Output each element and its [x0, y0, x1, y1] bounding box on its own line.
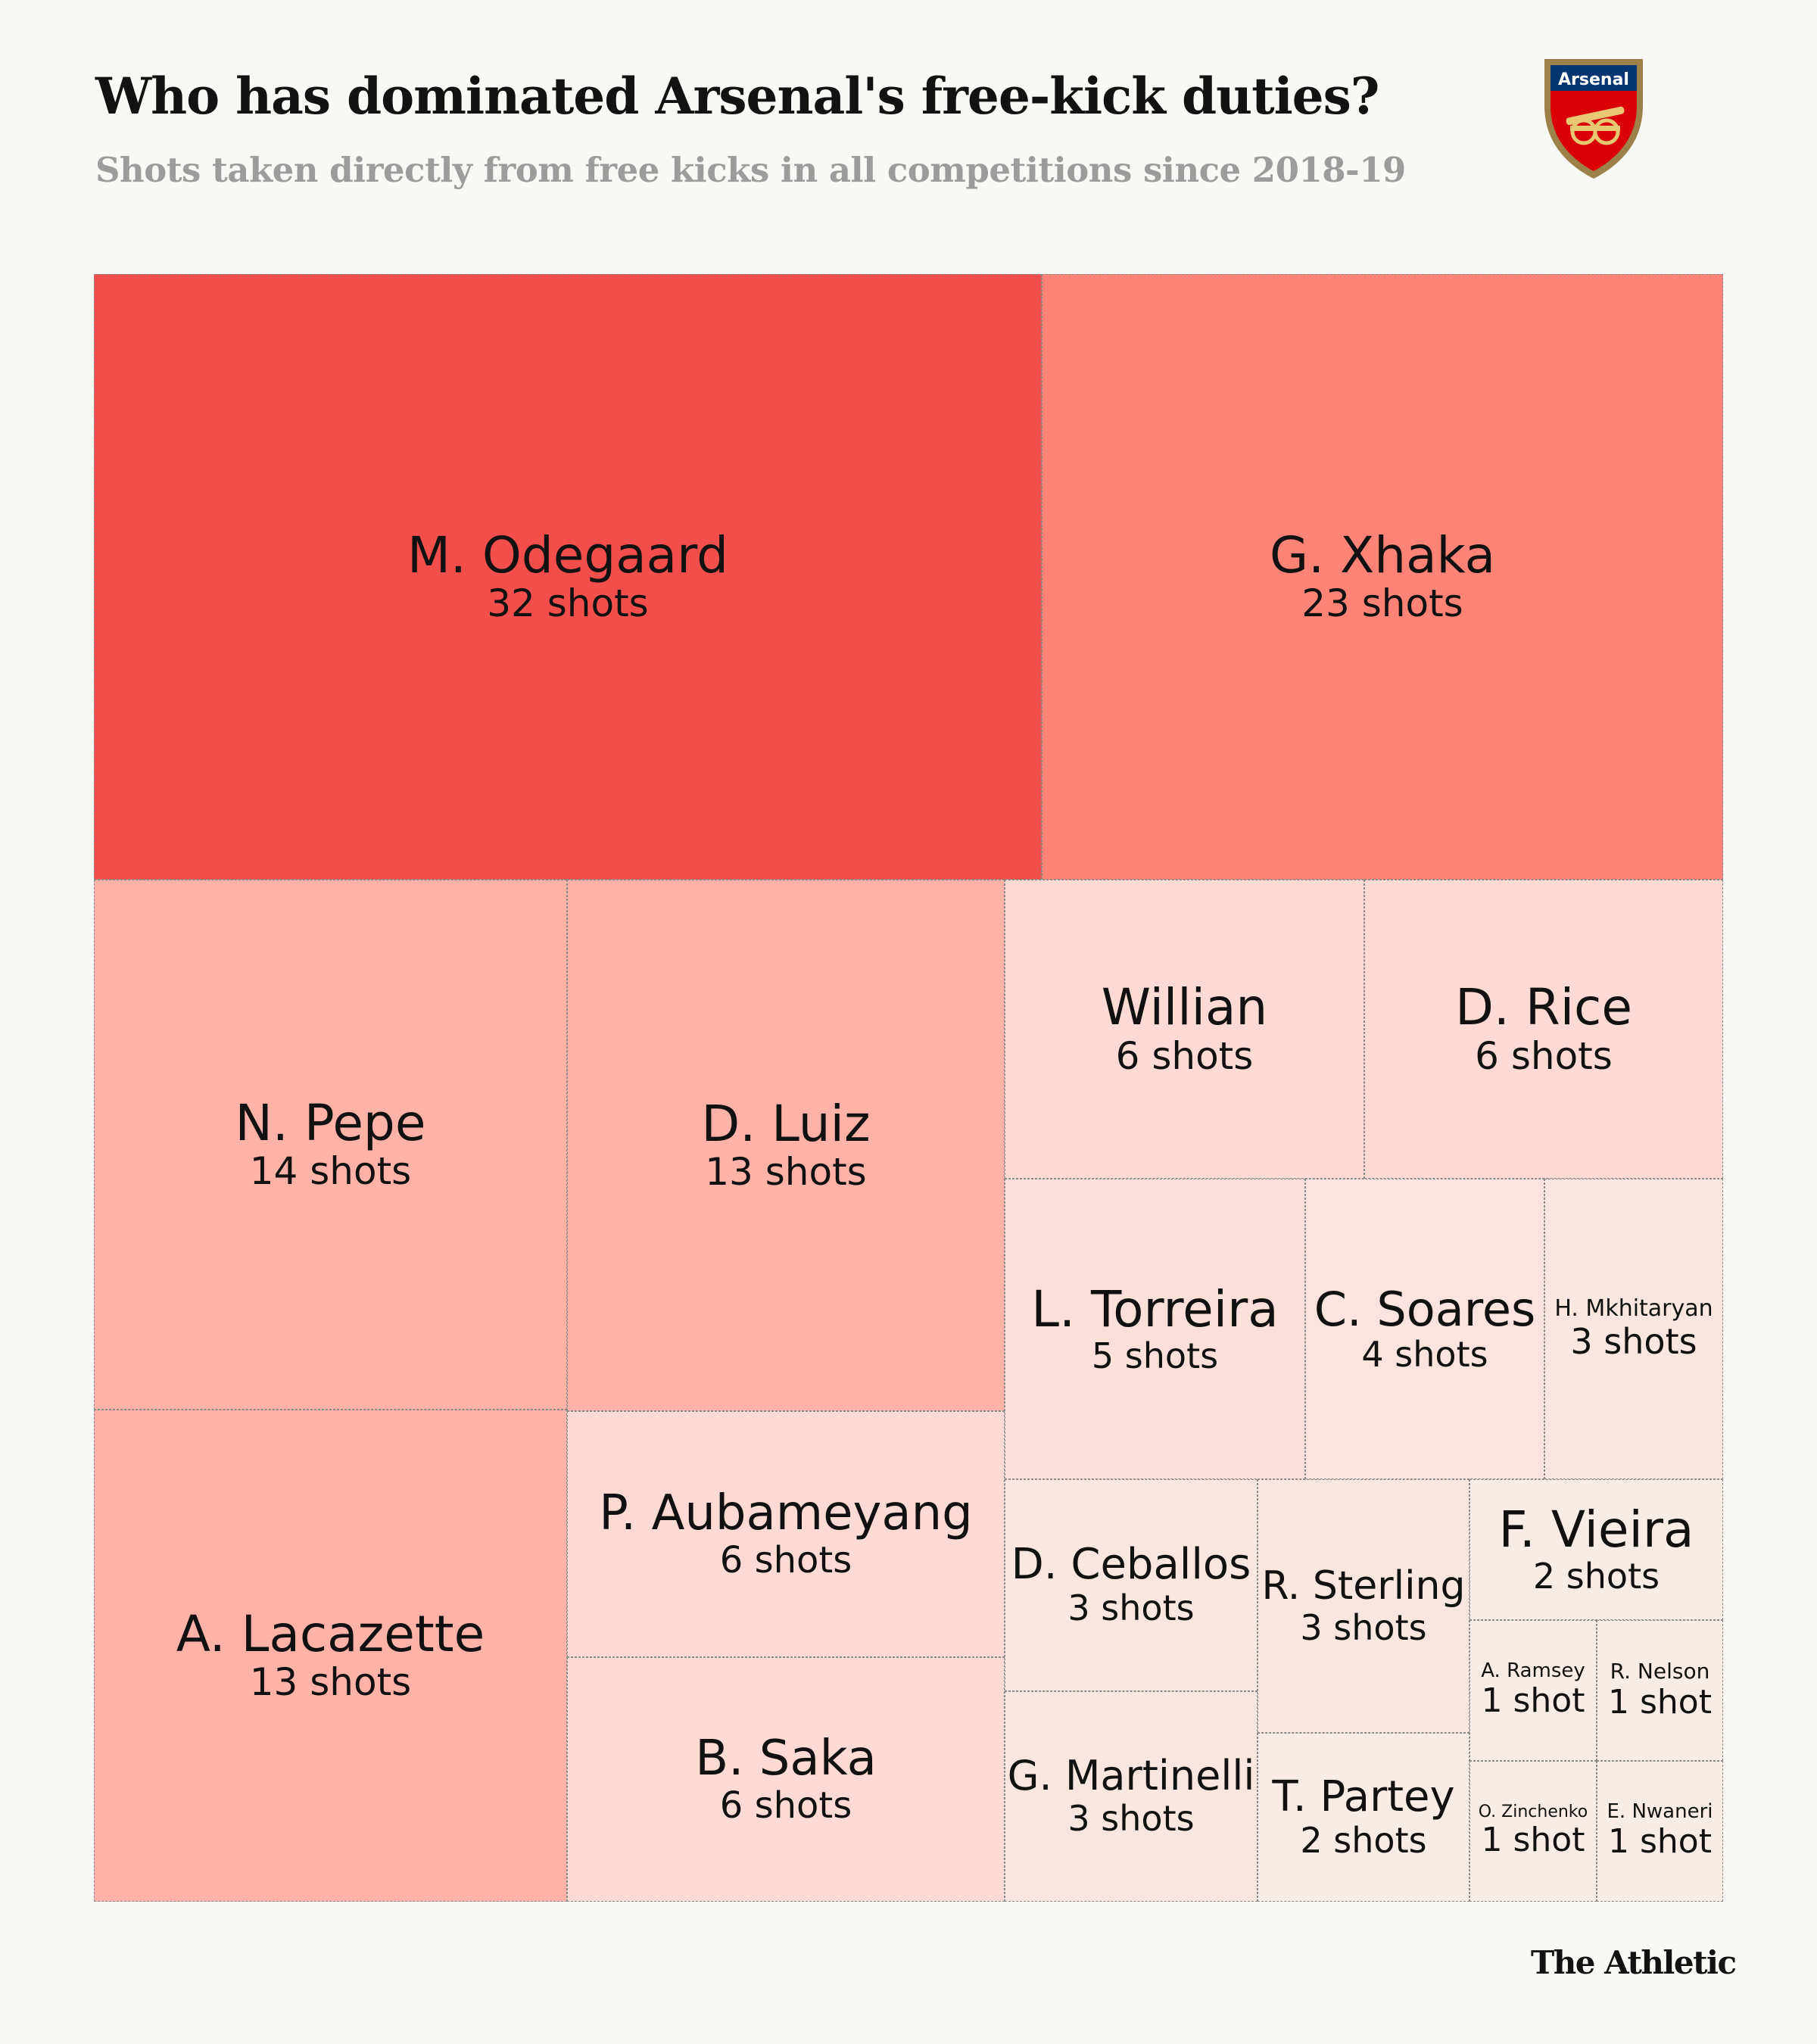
cell-player-name: A. Ramsey [1481, 1659, 1585, 1683]
cell-shot-count: 3 shots [1570, 1320, 1697, 1362]
treemap-cell: R. Sterling 3 shots [1258, 1479, 1469, 1733]
cell-player-name: C. Soares [1314, 1281, 1536, 1337]
cell-player-name: Willian [1101, 978, 1268, 1037]
cell-shot-count: 2 shots [1532, 1556, 1660, 1597]
cell-player-name: R. Nelson [1610, 1659, 1710, 1684]
cell-shot-count: 3 shots [1067, 1798, 1195, 1840]
treemap-cell: G. Xhaka 23 shots [1042, 274, 1723, 880]
cell-shot-count: 1 shot [1608, 1822, 1712, 1862]
treemap-cell: P. Aubameyang 6 shots [567, 1411, 1005, 1657]
treemap-cell: L. Torreira 5 shots [1005, 1179, 1305, 1479]
cell-shot-count: 32 shots [487, 581, 649, 626]
cell-shot-count: 3 shots [1067, 1588, 1195, 1629]
cell-shot-count: 3 shots [1300, 1606, 1427, 1648]
cell-player-name: D. Ceballos [1011, 1540, 1251, 1590]
cell-shot-count: 5 shots [1091, 1335, 1219, 1376]
cell-player-name: O. Zinchenko [1478, 1803, 1588, 1822]
cell-player-name: R. Sterling [1261, 1563, 1466, 1609]
cell-player-name: D. Luiz [701, 1094, 871, 1153]
brand-logo: The Athletic [1531, 1944, 1737, 1981]
cell-shot-count: 1 shot [1481, 1821, 1585, 1860]
treemap-cell: A. Ramsey 1 shot [1469, 1620, 1597, 1761]
cell-player-name: M. Odegaard [407, 525, 728, 584]
cell-player-name: D. Rice [1455, 978, 1632, 1037]
cell-shot-count: 6 shots [719, 1538, 852, 1581]
treemap-cell: T. Partey 2 shots [1258, 1733, 1469, 1902]
cell-shot-count: 14 shots [249, 1149, 412, 1194]
treemap-cell: D. Luiz 13 shots [567, 880, 1005, 1411]
treemap-cell: D. Ceballos 3 shots [1005, 1479, 1258, 1691]
cell-player-name: H. Mkhitaryan [1554, 1295, 1713, 1323]
cell-shot-count: 23 shots [1301, 581, 1463, 626]
cell-shot-count: 13 shots [705, 1150, 867, 1195]
cell-player-name: G. Xhaka [1269, 525, 1496, 584]
treemap-cell: B. Saka 6 shots [567, 1657, 1005, 1902]
treemap-cell: Willian 6 shots [1005, 880, 1364, 1179]
cell-shot-count: 4 shots [1361, 1333, 1488, 1375]
chart-title: Who has dominated Arsenal's free-kick du… [95, 67, 1379, 126]
chart-subtitle: Shots taken directly from free kicks in … [95, 150, 1406, 190]
treemap-cell: R. Nelson 1 shot [1597, 1620, 1723, 1761]
cell-shot-count: 1 shot [1481, 1681, 1585, 1721]
cell-player-name: G. Martinelli [1007, 1752, 1255, 1800]
treemap-cell: E. Nwaneri 1 shot [1597, 1761, 1723, 1902]
cell-player-name: F. Vieira [1498, 1500, 1694, 1559]
cell-shot-count: 6 shots [719, 1784, 852, 1827]
treemap-cell: F. Vieira 2 shots [1469, 1479, 1723, 1620]
cell-shot-count: 6 shots [1115, 1033, 1254, 1078]
cell-player-name: T. Partey [1272, 1771, 1455, 1821]
cell-player-name: L. Torreira [1031, 1279, 1279, 1338]
cell-shot-count: 2 shots [1300, 1819, 1427, 1861]
treemap-cell: G. Martinelli 3 shots [1005, 1691, 1258, 1902]
cell-player-name: B. Saka [695, 1730, 877, 1787]
crest-label: Arsenal [1558, 70, 1629, 89]
treemap-cell: H. Mkhitaryan 3 shots [1544, 1179, 1723, 1479]
cell-player-name: E. Nwaneri [1607, 1800, 1713, 1824]
arsenal-crest-icon: Arsenal [1544, 59, 1643, 179]
cell-player-name: N. Pepe [235, 1093, 426, 1152]
treemap-cell: N. Pepe 14 shots [94, 880, 567, 1410]
treemap-cell: A. Lacazette 13 shots [94, 1410, 567, 1902]
treemap: M. Odegaard 32 shots G. Xhaka 23 shots N. Pe… [94, 274, 1723, 1902]
cell-player-name: P. Aubameyang [599, 1485, 973, 1541]
treemap-cell: M. Odegaard 32 shots [94, 274, 1042, 880]
cell-shot-count: 6 shots [1475, 1033, 1613, 1078]
treemap-cell: C. Soares 4 shots [1305, 1179, 1544, 1479]
treemap-cell: O. Zinchenko 1 shot [1469, 1761, 1597, 1902]
cell-player-name: A. Lacazette [176, 1604, 485, 1663]
cell-shot-count: 1 shot [1608, 1682, 1712, 1722]
cell-shot-count: 13 shots [249, 1660, 412, 1705]
treemap-cell: D. Rice 6 shots [1364, 880, 1723, 1179]
